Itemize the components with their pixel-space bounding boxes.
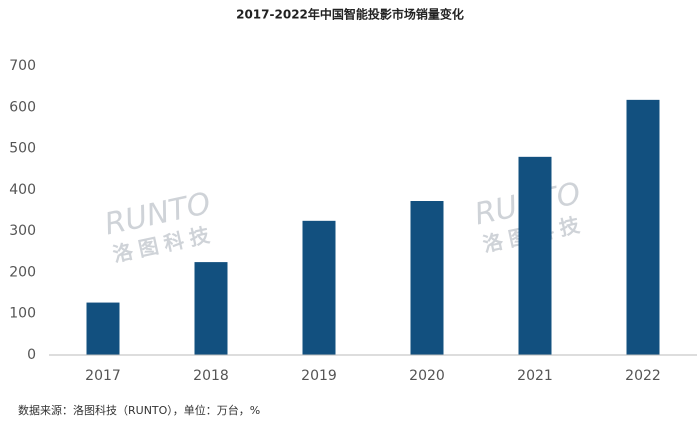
y-tick-label: 300 — [9, 223, 36, 239]
x-tick-label: 2017 — [85, 368, 121, 384]
y-tick-label: 400 — [9, 182, 36, 198]
y-tick-label: 100 — [9, 306, 36, 322]
y-tick-label: 500 — [9, 141, 36, 157]
y-tick-label: 0 — [27, 347, 36, 363]
chart-title: 2017-2022年中国智能投影市场销量变化 — [236, 7, 464, 22]
x-tick-label: 2020 — [409, 368, 445, 384]
x-tick-label: 2018 — [193, 368, 229, 384]
x-tick-label: 2019 — [301, 368, 337, 384]
y-tick-label: 700 — [9, 58, 36, 74]
y-tick-label: 200 — [9, 264, 36, 280]
bar — [302, 220, 336, 355]
source-note: 数据来源：洛图科技（RUNTO），单位：万台，% — [18, 403, 260, 417]
watermark: RUNTO 洛图科技 — [102, 186, 218, 267]
bar — [410, 201, 444, 355]
x-tick-label: 2022 — [625, 368, 661, 384]
bar — [626, 99, 660, 356]
bar — [518, 156, 552, 355]
x-tick-label: 2021 — [517, 368, 553, 384]
y-tick-label: 600 — [9, 99, 36, 115]
bar — [194, 262, 228, 355]
bar — [86, 302, 120, 355]
